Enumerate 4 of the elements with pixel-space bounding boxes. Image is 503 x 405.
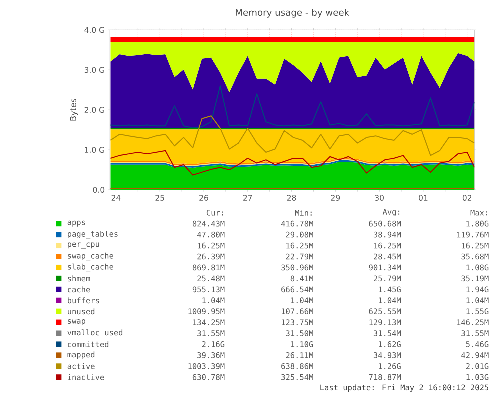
line-series [110,86,475,129]
y-axis-title: Bytes [70,99,78,121]
line-series [110,116,475,156]
chart-title: Memory usage - by week [236,9,350,18]
